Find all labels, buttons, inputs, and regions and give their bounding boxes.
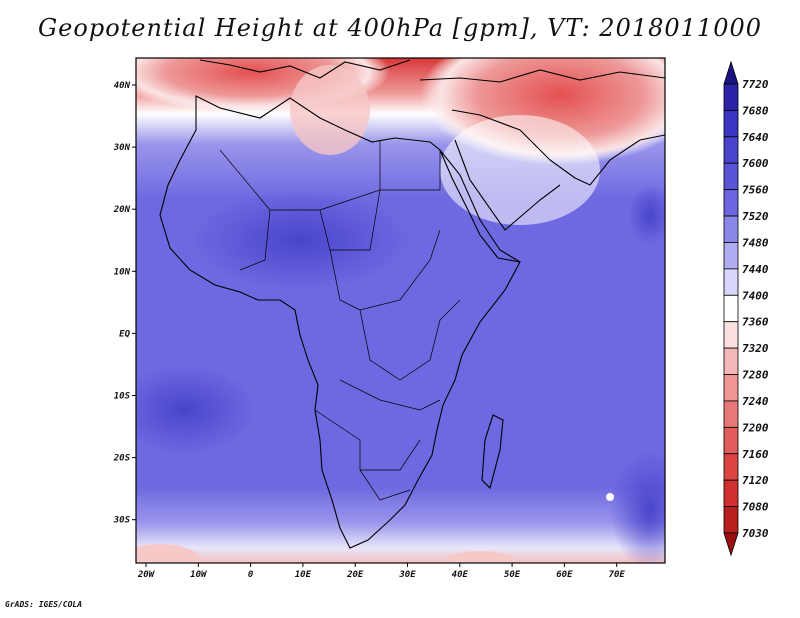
colorbar-top-arrow (723, 60, 739, 85)
colorbar-segment (723, 453, 739, 481)
lat-tick-label: 40N (114, 81, 131, 91)
colorbar-segment (723, 426, 739, 455)
lon-tick-label: 20E (346, 570, 364, 580)
colorbar: 7720 7680 7640 7600 7560 7520 7480 7440 7400 7360… (723, 60, 769, 557)
colorbar-label: 7440 (742, 263, 769, 276)
lat-tick-label: 30N (113, 143, 131, 153)
lon-tick-label: 10E (295, 570, 312, 580)
colorbar-label: 7360 (742, 316, 769, 329)
plot-frame (135, 57, 666, 564)
lat-tick-label: EQ (119, 329, 130, 339)
colorbar-segment (723, 374, 739, 402)
colorbar-label: 7640 (742, 131, 769, 144)
colorbar-bottom-arrow (723, 532, 739, 557)
colorbar-label: 7480 (742, 236, 769, 249)
colorbar-segment (723, 110, 739, 138)
lon-tick-label: 40E (452, 570, 469, 580)
colorbar-label: 7240 (742, 395, 769, 408)
colorbar-segment (723, 189, 739, 217)
coastlines (159, 59, 665, 549)
colorbar-label: 7200 (742, 421, 769, 434)
lon-tick-label: 0 (248, 570, 254, 580)
height-field (136, 58, 665, 563)
colorbar-label: 7080 (742, 501, 769, 514)
colorbar-segment (723, 506, 739, 534)
colorbar-label: 7280 (742, 369, 769, 382)
colorbar-segment (723, 268, 739, 296)
colorbar-segment (723, 242, 739, 270)
colorbar-label: 7520 (742, 210, 769, 223)
colorbar-segment (723, 215, 739, 243)
colorbar-segment (723, 347, 739, 375)
lat-tick-label: 30S (113, 516, 131, 526)
lon-tick-label: 50E (504, 570, 521, 580)
colorbar-label: 7160 (742, 448, 769, 461)
latitude-axis: 40N 30N 20N 10N EQ 10S 20S 30S (113, 81, 136, 526)
lat-tick-label: 10S (114, 392, 131, 402)
lon-tick-label: 30E (398, 570, 416, 580)
lon-tick-label: 60E (556, 570, 573, 580)
colorbar-label: 7030 (742, 527, 769, 540)
lat-tick-label: 10N (114, 267, 131, 277)
colorbar-label: 7560 (742, 184, 769, 197)
colorbar-segment (723, 479, 739, 507)
grads-credit: GrADS: IGES/COLA (5, 600, 83, 609)
colorbar-segment (723, 321, 739, 349)
colorbar-segment (723, 83, 739, 111)
colorbar-label: 7320 (742, 342, 769, 355)
colorbar-label: 7600 (742, 157, 769, 170)
lon-tick-label: 70E (609, 570, 626, 580)
map-title: Geopotential Height at 400hPa [gpm], VT:… (38, 14, 762, 42)
country-borders (219, 140, 461, 501)
colorbar-segment (723, 162, 739, 191)
colorbar-label: 7720 (742, 78, 769, 91)
lat-tick-label: 20N (113, 205, 131, 215)
colorbar-label: 7120 (742, 474, 769, 487)
colorbar-segment (723, 400, 739, 428)
lon-tick-label: 10W (190, 570, 208, 580)
lon-tick-label: 20W (137, 570, 156, 580)
longitude-axis: 20W 10W 0 10E 20E 30E 40E 50E 60E 70E (137, 563, 626, 580)
colorbar-label: 7680 (742, 104, 769, 117)
lat-tick-label: 20S (113, 454, 131, 464)
colorbar-segment (723, 136, 739, 164)
colorbar-label: 7400 (742, 289, 769, 302)
colorbar-segment (723, 294, 739, 323)
